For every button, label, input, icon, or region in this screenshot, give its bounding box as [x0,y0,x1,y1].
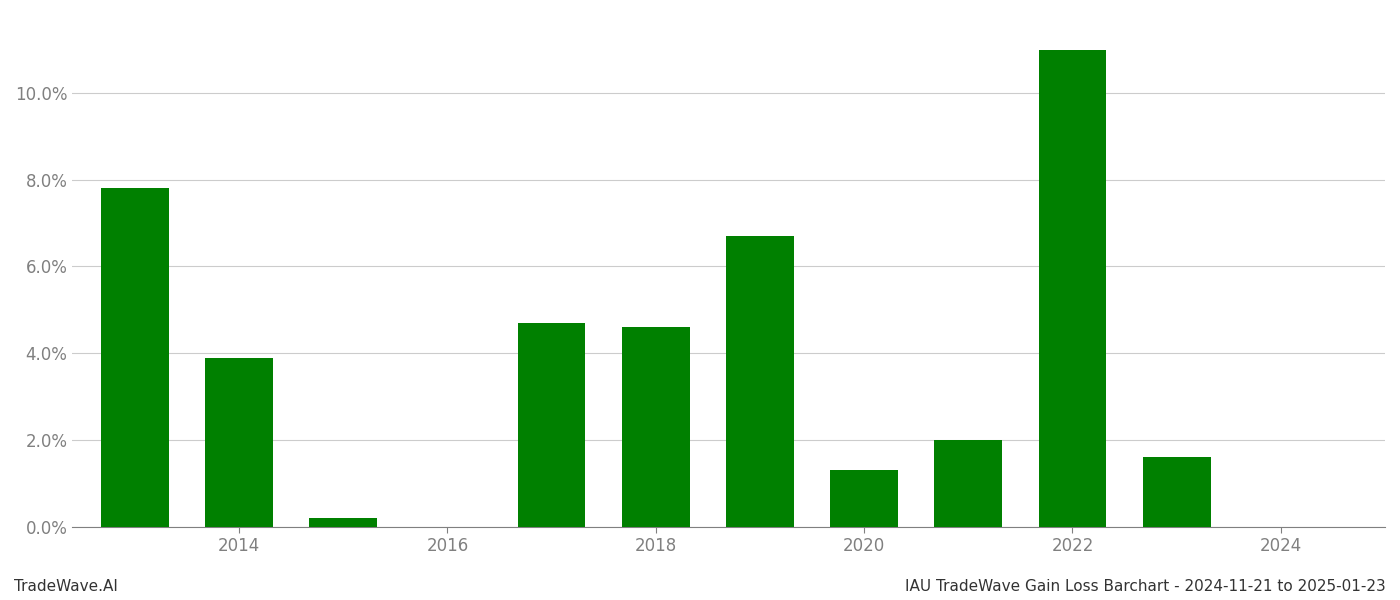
Bar [101,188,169,527]
Bar [727,236,794,527]
Bar [206,358,273,527]
Bar [934,440,1002,527]
Bar [518,323,585,527]
Bar [1039,50,1106,527]
Bar [309,518,377,527]
Text: IAU TradeWave Gain Loss Barchart - 2024-11-21 to 2025-01-23: IAU TradeWave Gain Loss Barchart - 2024-… [906,579,1386,594]
Bar [1142,457,1211,527]
Bar [830,470,897,527]
Text: TradeWave.AI: TradeWave.AI [14,579,118,594]
Bar [622,327,690,527]
